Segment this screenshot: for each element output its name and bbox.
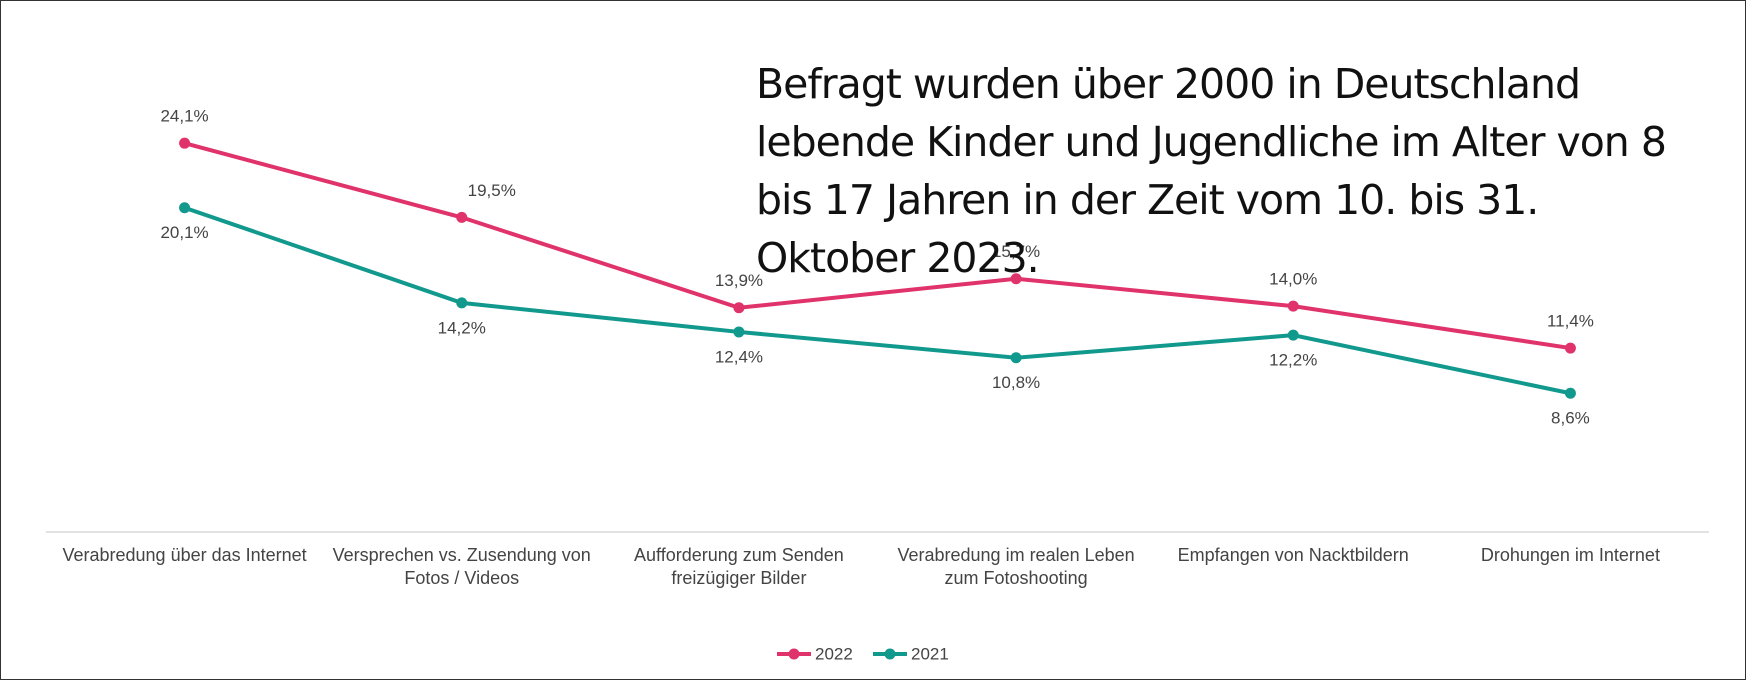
point [1287, 329, 1299, 341]
x-tick-label: Verabredung im realen Leben zum Fotoshoo… [897, 545, 1135, 588]
legend-label: 2022 [815, 644, 853, 663]
value-label: 8,6% [1551, 409, 1590, 428]
value-label: 14,2% [438, 318, 486, 337]
point [179, 202, 191, 214]
point [1010, 273, 1022, 285]
point [1564, 387, 1576, 399]
x-tick-label: Empfangen von Nacktbildern [1177, 545, 1409, 565]
series-line [183, 205, 1571, 396]
point [733, 302, 745, 314]
value-label: 15,7% [992, 242, 1040, 261]
point [1564, 342, 1576, 354]
x-tick-label: Drohungen im Internet [1480, 545, 1660, 565]
point [179, 137, 191, 149]
point [733, 326, 745, 338]
value-label: 10,8% [992, 373, 1040, 392]
value-label: 12,2% [1269, 351, 1317, 370]
value-label: 14,0% [1269, 270, 1317, 289]
value-label: 19,5% [468, 181, 516, 200]
value-label: 13,9% [715, 271, 763, 290]
x-tick-label: Versprechen vs. Zusendung von Fotos / Vi… [332, 545, 591, 588]
value-label: 20,1% [160, 223, 208, 242]
legend-label: 2021 [911, 644, 949, 663]
x-tick-label: Aufforderung zum Senden freizügiger Bild… [634, 545, 844, 588]
legend-marker [788, 648, 800, 660]
annotation: Befragt wurden über 2000 in Deutschland … [756, 60, 1667, 282]
value-label: 12,4% [715, 347, 763, 366]
x-tick-label: Verabredung über das Internet [62, 545, 307, 565]
point [1287, 300, 1299, 312]
point [1010, 352, 1022, 364]
point [456, 211, 468, 223]
legend-marker [884, 648, 896, 660]
value-label: 11,4% [1547, 312, 1594, 331]
point [456, 297, 468, 309]
value-label: 24,1% [160, 107, 208, 126]
series-line [184, 141, 1571, 351]
